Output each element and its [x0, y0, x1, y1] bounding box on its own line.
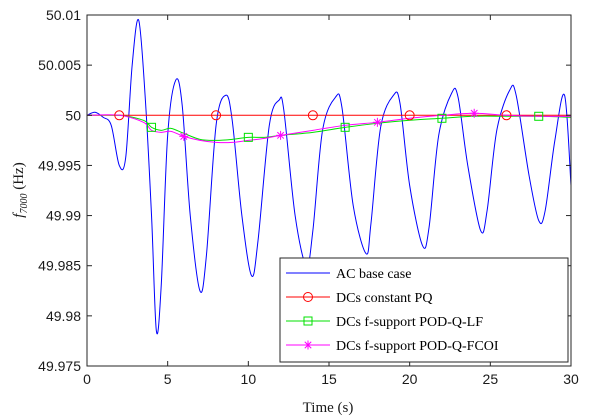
x-tick-label-2: 5	[164, 371, 172, 387]
series-4-marker-2-stroke-d2	[277, 131, 285, 139]
series-line-4	[87, 112, 571, 144]
series-3-marker-2	[243, 132, 253, 142]
y-tick-label-6: 50	[65, 107, 81, 123]
x-tick-label-5: 20	[402, 371, 418, 387]
y-tick-label-2: 49.98	[46, 308, 81, 324]
y-tick-label-3: 49.985	[38, 258, 81, 274]
y-axis-title-main: f	[11, 212, 27, 218]
series-2-marker-1	[114, 110, 125, 121]
series-markers	[114, 108, 544, 142]
legend-marker-4-stroke-d2	[304, 341, 312, 349]
y-tick-label-4: 49.99	[46, 208, 81, 224]
svg-text:f7000 (Hz): f7000 (Hz)	[11, 162, 30, 217]
x-tick-label-7: 30	[563, 371, 579, 387]
series-2-marker-3	[307, 110, 318, 121]
x-tick-label-1: 0	[83, 371, 91, 387]
legend-marker-2	[303, 292, 313, 302]
y-tick-label-5: 49.995	[38, 157, 81, 173]
series-2-marker-4	[404, 110, 415, 121]
ticks: 0 5 10 15 20 25 30 49.975 49.98 49.985 49.99 49.995…	[38, 7, 579, 387]
series-4-marker-1-stroke-d2	[180, 132, 188, 140]
series-4-marker-1	[179, 131, 189, 141]
x-tick-label-3: 10	[241, 371, 257, 387]
y-axis-title-subscript: 7000	[19, 194, 30, 214]
series-3-marker-4	[437, 113, 447, 123]
legend-label-1: AC base case	[336, 267, 411, 282]
series-4-marker-2	[276, 130, 286, 140]
y-tick-label-1: 49.975	[38, 358, 81, 374]
series-line-1	[87, 19, 571, 335]
series-4-marker-4	[469, 108, 479, 118]
legend-label-3: DCs f-support POD-Q-LF	[336, 315, 483, 330]
legend: AC base case DCs constant PQ DCs f-support…	[279, 257, 569, 363]
series-2-marker-5	[501, 110, 512, 121]
series-3-marker-1	[147, 122, 157, 132]
y-tick-label-7: 50.005	[38, 57, 81, 73]
y-tick-label-8: 50.01	[46, 7, 81, 23]
series-4-marker-4-stroke-d2	[470, 109, 478, 117]
legend-label-4: DCs f-support POD-Q-FCOI	[336, 339, 499, 354]
x-tick-label-4: 15	[321, 371, 337, 387]
series-3-marker-5	[534, 111, 544, 121]
legend-marker-4	[303, 340, 313, 350]
legend-marker-3	[303, 316, 313, 326]
series-lines	[87, 19, 571, 335]
series-4-marker-3	[372, 117, 382, 127]
legend-label-2: DCs constant PQ	[336, 291, 432, 306]
y-axis-title: f7000 (Hz)	[11, 162, 30, 217]
series-2-marker-2	[211, 110, 222, 121]
series-3-marker-3	[340, 122, 350, 132]
series-line-3	[87, 114, 571, 141]
x-tick-label-6: 25	[483, 371, 499, 387]
series-4-marker-3-stroke-d2	[373, 118, 381, 126]
y-axis-title-unit: (Hz)	[11, 162, 27, 193]
x-axis-title: Time (s)	[303, 400, 354, 416]
